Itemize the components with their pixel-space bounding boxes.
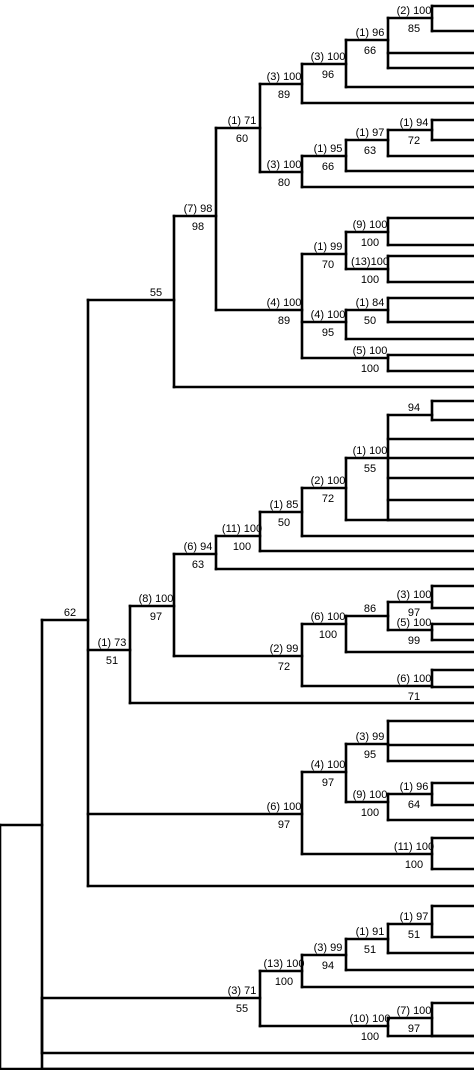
support-label-above: (4) 100 <box>267 297 302 309</box>
support-label-below: 51 <box>408 929 420 941</box>
support-label-below: 97 <box>408 1023 420 1035</box>
support-label-above: (1) 71 <box>228 115 257 127</box>
support-label-above: (4) 100 <box>311 309 346 321</box>
support-label-above: (9) 100 <box>353 789 388 801</box>
support-label-above: (3) 99 <box>356 731 385 743</box>
support-label-below: 50 <box>364 315 376 327</box>
support-label-below: 95 <box>322 327 334 339</box>
support-label-below: 89 <box>278 89 290 101</box>
support-label-below: 55 <box>236 1003 248 1015</box>
support-label-above: (6) 100 <box>311 611 346 623</box>
support-label-above: (3) 100 <box>267 159 302 171</box>
support-label-above: (6) 100 <box>397 673 432 685</box>
support-label-below: 71 <box>408 691 420 703</box>
support-label-above: (8) 100 <box>139 593 174 605</box>
support-label-below: 72 <box>278 661 290 673</box>
support-label-above: (1) 96 <box>356 27 385 39</box>
support-label-below: 94 <box>322 960 334 972</box>
support-label-below: 97 <box>408 607 420 619</box>
support-label-above: (2) 100 <box>397 5 432 17</box>
support-label-below: 100 <box>319 629 337 641</box>
support-label-above: (1) 73 <box>98 637 127 649</box>
support-label-below: 100 <box>361 237 379 249</box>
support-label-above: (3) 100 <box>267 71 302 83</box>
support-label-above: (6) 100 <box>267 801 302 813</box>
support-label-below: 95 <box>364 749 376 761</box>
support-label-below: 80 <box>278 177 290 189</box>
support-label-above: 94 <box>408 402 420 414</box>
support-label-above: (5) 100 <box>353 345 388 357</box>
support-label-below: 100 <box>361 363 379 375</box>
support-label-below: 60 <box>236 133 248 145</box>
support-label-above: (6) 94 <box>184 541 213 553</box>
support-label-below: 66 <box>364 45 376 57</box>
support-label-below: 100 <box>405 859 423 871</box>
support-label-below: 100 <box>361 807 379 819</box>
support-label-above: 86 <box>364 603 376 615</box>
support-label-above: (1) 94 <box>400 117 429 129</box>
support-label-below: 100 <box>361 1031 379 1043</box>
support-label-above: (1) 84 <box>356 297 385 309</box>
tree-branches <box>0 4 474 1070</box>
support-labels: 62 55 (7) 98 98 (1) 71 60 (3) 100 89 (3) 100 96 (1… <box>64 5 434 1043</box>
support-label-below: 96 <box>322 69 334 81</box>
support-label-below: 64 <box>408 799 420 811</box>
support-label-above: (5) 100 <box>397 617 432 629</box>
support-label-below: 89 <box>278 315 290 327</box>
support-label-below: 100 <box>361 274 379 286</box>
support-label-below: 100 <box>275 976 293 988</box>
support-label-below: 97 <box>322 777 334 789</box>
support-label-above: (11) 100 <box>394 841 434 853</box>
support-label-below: 51 <box>106 655 118 667</box>
support-label-above: (2) 100 <box>311 475 346 487</box>
support-label-above: (1) 91 <box>356 926 385 938</box>
support-label-below: 70 <box>322 259 334 271</box>
support-label-above: (11) 100 <box>222 523 262 535</box>
support-label-above: (10) 100 <box>350 1013 391 1025</box>
support-label-below: 66 <box>322 161 334 173</box>
support-label-above: (1) 95 <box>314 143 343 155</box>
support-label-above: (1) 99 <box>314 241 343 253</box>
support-label-above: (4) 100 <box>311 759 346 771</box>
support-label-below: 100 <box>233 541 251 553</box>
support-label-below: 98 <box>192 221 204 233</box>
support-label-above: (1) 100 <box>353 445 388 457</box>
support-label-below: 50 <box>278 517 290 529</box>
support-label-below: 97 <box>150 611 162 623</box>
support-label-below: 72 <box>408 135 420 147</box>
support-label-below: 51 <box>364 944 376 956</box>
support-label-below: 72 <box>322 493 334 505</box>
support-label-above: (1) 97 <box>400 911 429 923</box>
support-label-below: 85 <box>408 23 420 35</box>
support-label-above: (1) 96 <box>400 781 429 793</box>
support-label-above: (7) 100 <box>397 1005 432 1017</box>
support-label-below: 55 <box>364 463 376 475</box>
support-label-below: 97 <box>278 819 290 831</box>
support-label-above: (3) 100 <box>397 589 432 601</box>
support-label-above: (3) 99 <box>314 942 343 954</box>
support-label-above: 55 <box>150 287 162 299</box>
support-label-above: (3) 71 <box>228 985 257 997</box>
support-label-above: 62 <box>64 607 76 619</box>
support-label-above: (13) 100 <box>264 958 305 970</box>
support-label-above: (7) 98 <box>184 203 213 215</box>
support-label-above: (2) 99 <box>270 643 299 655</box>
support-label-above: (13)100 <box>351 256 389 268</box>
support-label-below: 63 <box>364 145 376 157</box>
support-label-below: 99 <box>408 635 420 647</box>
support-label-above: (1) 97 <box>356 127 385 139</box>
support-label-below: 63 <box>192 559 204 571</box>
support-label-above: (3) 100 <box>311 51 346 63</box>
support-label-above: (1) 85 <box>270 499 299 511</box>
support-label-above: (9) 100 <box>353 219 388 231</box>
